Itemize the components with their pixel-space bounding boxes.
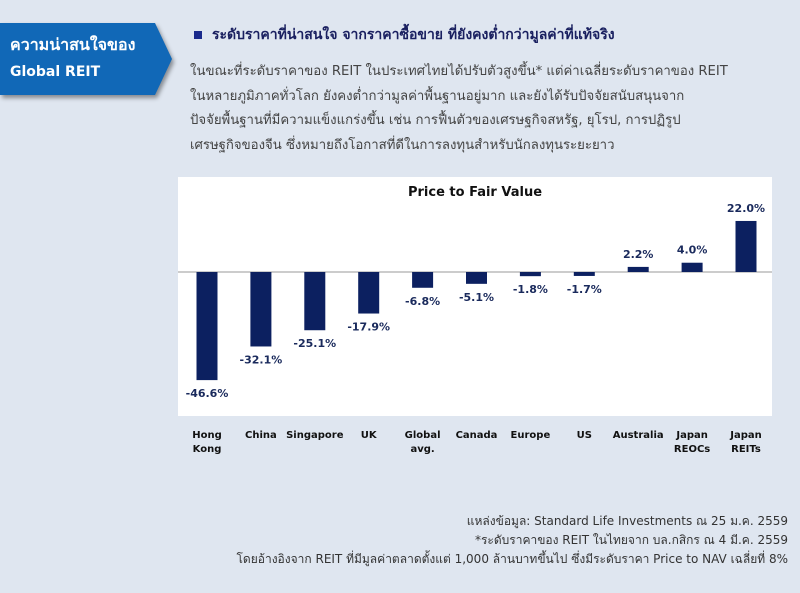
bar — [681, 262, 703, 272]
bullet-icon — [194, 31, 202, 39]
paragraph-line: เศรษฐกิจของจีน ซึ่งหมายถึงโอกาสที่ดีในกา… — [190, 137, 615, 153]
category-label: Japan — [675, 430, 708, 441]
note-line: โดยอ้างอิงจาก REIT ที่มีมูลค่าตลาดตั้งแต… — [236, 552, 788, 566]
data-label: 22.0% — [727, 202, 765, 215]
data-label: -46.6% — [186, 387, 229, 400]
category-label: Singapore — [286, 430, 344, 441]
data-label: -25.1% — [293, 337, 336, 350]
bar — [304, 272, 326, 331]
bar — [627, 266, 649, 272]
section-tag: ความน่าสนใจของ Global REIT — [0, 23, 172, 95]
chart-title: Price to Fair Value — [408, 185, 542, 200]
note-line: แหล่งข้อมูล: Standard Life Investments ณ… — [466, 514, 788, 528]
bar-chart: Price to Fair Value -46.6% Hong Kong -32.1% C… — [178, 185, 772, 455]
data-label: -6.8% — [405, 295, 440, 308]
bar — [358, 272, 380, 314]
category-label: Hong — [192, 430, 222, 441]
bar — [573, 272, 595, 276]
category-label: Global — [405, 430, 441, 441]
section-heading: ระดับราคาที่น่าสนใจ จากราคาซื้อขาย ที่ยั… — [194, 24, 615, 46]
data-label: -32.1% — [240, 353, 283, 366]
category-label: Australia — [613, 430, 664, 441]
chart-area — [178, 177, 772, 416]
category-label: Europe — [511, 430, 551, 441]
category-label: Kong — [193, 444, 222, 455]
category-label: Japan — [729, 430, 762, 441]
data-label: 4.0% — [677, 244, 708, 257]
category-label: US — [577, 430, 592, 441]
bar — [519, 272, 541, 277]
bar — [250, 272, 272, 347]
tag-line1: ความน่าสนใจของ — [10, 35, 136, 54]
category-label: Canada — [456, 430, 498, 441]
paragraph-line: ในหลายภูมิภาคทั่วโลก ยังคงต่ำกว่ามูลค่าพ… — [190, 88, 685, 104]
bar — [466, 272, 487, 284]
bar — [735, 220, 757, 272]
data-label: -1.8% — [513, 283, 548, 296]
category-label: REITs — [731, 444, 761, 455]
tag-line2: Global REIT — [10, 64, 101, 80]
category-label: China — [245, 430, 277, 441]
paragraph-line: ปัจจัยพื้นฐานที่มีความแข็งแกร่งขึ้น เช่น… — [190, 113, 681, 128]
data-label: 2.2% — [623, 248, 654, 261]
note-line: *ระดับราคาของ REIT ในไทยจาก บล.กสิกร ณ 4… — [474, 533, 788, 547]
paragraph: ในขณะที่ระดับราคาของ REIT ในประเทศไทยได้… — [190, 60, 790, 158]
source-notes: แหล่งข้อมูล: Standard Life Investments ณ… — [236, 512, 788, 569]
category-label: avg. — [410, 444, 434, 455]
paragraph-line: ในขณะที่ระดับราคาของ REIT ในประเทศไทยได้… — [190, 64, 728, 79]
bar — [412, 272, 434, 288]
category-label: UK — [361, 430, 378, 441]
heading-text: ระดับราคาที่น่าสนใจ จากราคาซื้อขาย ที่ยั… — [212, 27, 615, 43]
data-label: -17.9% — [347, 321, 390, 334]
category-label: REOCs — [674, 444, 710, 455]
data-label: -1.7% — [567, 283, 602, 296]
data-label: -5.1% — [459, 291, 494, 304]
bar — [196, 272, 218, 381]
